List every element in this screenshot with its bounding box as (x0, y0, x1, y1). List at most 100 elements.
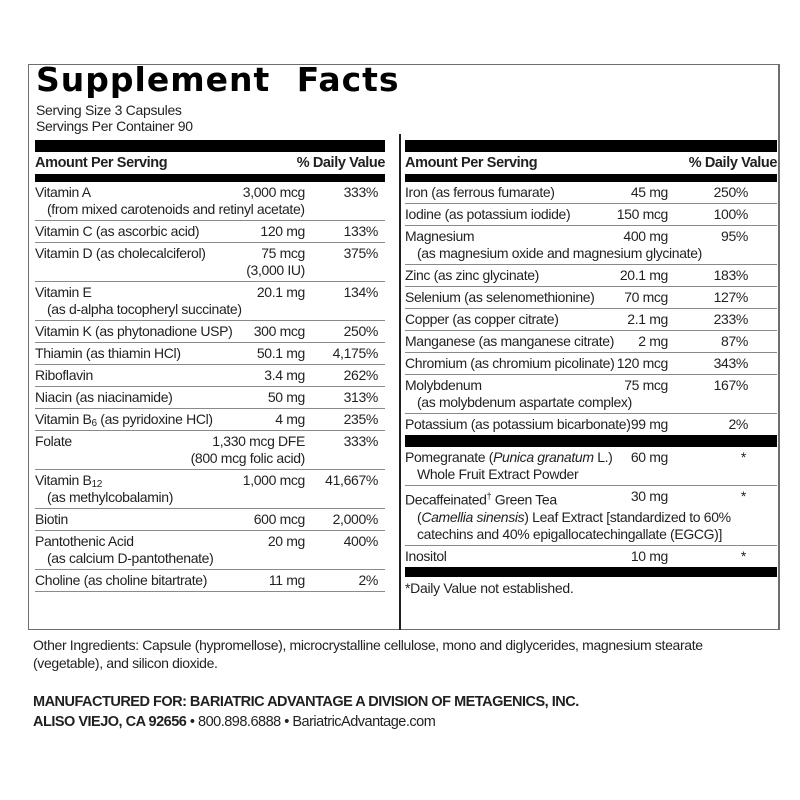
nutrient-amount: 3.4 mg (264, 367, 305, 384)
nutrient-name: Vitamin A (35, 184, 385, 201)
nutrient-row: Manganese (as manganese citrate) 2 mg 87% (405, 331, 777, 353)
text-segment: Biotin (35, 511, 68, 527)
nutrient-name: Riboflavin (35, 367, 385, 384)
header-bar (35, 140, 385, 152)
daily-value: 100% (713, 206, 749, 222)
nutrient-row: Chromium (as chromium picolinate) 120 mcg… (405, 353, 777, 375)
text-segment: Choline (as choline bitartrate) (35, 572, 208, 588)
amount-value: 4 mg (275, 411, 305, 427)
daily-value: 250% (713, 184, 749, 200)
daily-value-label: % Daily Value (688, 155, 778, 171)
separator: • (186, 714, 199, 730)
text-segment: † (486, 491, 492, 501)
amount-value: 60 mg (630, 449, 669, 465)
nutrient-name: Decaffeinated† Green Tea (405, 488, 777, 509)
text-segment: Iron (as ferrous fumarate) (405, 184, 555, 200)
amount-value: 70 mcg (624, 289, 668, 305)
nutrient-amount: 600 mcg (253, 511, 306, 528)
text-segment: 12 (91, 479, 103, 490)
nutrient-source: (as d-alpha tocopheryl succinate) (35, 301, 385, 318)
separator: • (280, 714, 293, 730)
text-segment: Vitamin D (as cholecalciferol) (35, 245, 206, 261)
daily-value: 87% (721, 333, 748, 349)
text-segment: catechins and 40% epigallocatechingallat… (417, 525, 723, 542)
text-segment: Pantothenic Acid (35, 533, 134, 549)
daily-value: 134% (343, 284, 379, 300)
text-segment: Punica granatum (493, 449, 594, 465)
nutrient-source: (as methylcobalamin) (35, 489, 385, 506)
nutrient-name: Vitamin D (as cholecalciferol) (35, 245, 385, 262)
nutrient-source: (as calcium D-pantothenate) (35, 550, 385, 567)
nutrient-name: Choline (as choline bitartrate) (35, 572, 385, 589)
amount-value: 75 mcg (261, 245, 305, 261)
footer-bar (405, 566, 777, 577)
daily-value: 2% (358, 572, 378, 588)
amount-note: (800 mcg folic acid) (190, 450, 306, 466)
nutrient-row: Choline (as choline bitartrate) 11 mg 2% (35, 570, 385, 592)
text-segment: Vitamin A (35, 184, 91, 200)
nutrient-source: (as molybdenum aspartate complex) (405, 394, 777, 411)
text-segment: Whole Fruit Extract Powder (417, 466, 579, 482)
nutrient-row: Vitamin B12 (as methylcobalamin) 1,000 mcg… (35, 470, 385, 509)
text-segment: Iodine (as potassium iodide) (405, 206, 571, 222)
nutrient-name: Chromium (as chromium picolinate) (405, 355, 777, 372)
text-segment: Molybdenum (405, 377, 482, 393)
nutrient-row: Riboflavin 3.4 mg 262% (35, 365, 385, 387)
text-segment: (as magnesium oxide and magnesium glycin… (417, 245, 702, 261)
column-header: Amount Per Serving % Daily Value (405, 152, 777, 174)
nutrient-amount: 99 mg (630, 416, 669, 433)
daily-value-footnote: *Daily Value not established. (405, 579, 574, 596)
nutrient-amount: 20.1 mg (257, 284, 305, 301)
amount-value: 2.1 mg (627, 311, 668, 327)
nutrient-row: Niacin (as niacinamide) 50 mg 313% (35, 387, 385, 409)
amount-value: 45 mg (630, 184, 669, 200)
header-bar-thick (405, 174, 777, 182)
text-segment: L.) (593, 449, 613, 465)
daily-value: 183% (713, 267, 749, 283)
left-nutrient-column: Amount Per Serving % Daily Value Vitamin… (35, 140, 385, 592)
nutrient-source: (Camellia sinensis) Leaf Extract [standa… (405, 509, 777, 543)
daily-value: 127% (713, 289, 749, 305)
nutrient-name: Iron (as ferrous fumarate) (405, 184, 777, 201)
amount-value: 1,330 mcg DFE (212, 433, 305, 449)
amount-value: 600 mcg (253, 511, 306, 527)
left-nutrient-rows: Vitamin A (from mixed carotenoids and ret… (35, 182, 385, 592)
text-segment: Magnesium (405, 228, 475, 244)
nutrient-row: Decaffeinated† Green Tea (Camellia sinens… (405, 486, 777, 546)
amount-value: 150 mcg (616, 206, 669, 222)
amount-value: 300 mcg (253, 323, 306, 339)
right-nutrient-rows: Iron (as ferrous fumarate) 45 mg 250% Iodin… (405, 182, 777, 435)
text-segment: Pomegranate ( (405, 449, 494, 465)
text-segment: Thiamin (as thiamin HCl) (35, 345, 181, 361)
nutrient-name: Pantothenic Acid (35, 533, 385, 550)
text-segment: ( (417, 508, 422, 525)
phone-number: 800.898.6888 (198, 714, 281, 730)
nutrient-row: Selenium (as selenomethionine) 70 mcg 127% (405, 287, 777, 309)
nutrient-name: Vitamin C (as ascorbic acid) (35, 223, 385, 240)
text-segment: ) Leaf Extract [standardized to 60% (524, 508, 731, 525)
nutrient-name: Folate (35, 433, 385, 450)
nutrient-name: Molybdenum (405, 377, 777, 394)
nutrient-row: Vitamin D (as cholecalciferol) 75 mcg (3,0… (35, 243, 385, 282)
panel-title: Supplement Facts (36, 60, 400, 99)
daily-value: 313% (343, 389, 379, 405)
servings-per-container: Servings Per Container 90 (36, 118, 193, 134)
nutrient-amount: 70 mcg (624, 289, 668, 306)
amount-value: 99 mg (630, 416, 669, 432)
nutrient-name: Selenium (as selenomethionine) (405, 289, 777, 306)
daily-value: 233% (713, 311, 749, 327)
manufacturer-info: MANUFACTURED FOR: BARIATRIC ADVANTAGE A … (33, 692, 579, 732)
text-segment: Vitamin C (as ascorbic acid) (35, 223, 200, 239)
nutrient-row: Molybdenum (as molybdenum aspartate compl… (405, 375, 777, 414)
nutrient-amount: 2.1 mg (627, 311, 668, 328)
nutrient-amount: 4 mg (275, 411, 305, 428)
other-ingredients: Other Ingredients: Capsule (hypromellose… (33, 637, 703, 671)
amount-value: 20 mg (267, 533, 306, 549)
daily-value: 343% (713, 355, 749, 371)
nutrient-amount: 300 mcg (253, 323, 306, 340)
text-segment: Manganese (as manganese citrate) (405, 333, 615, 349)
amount-value: 3.4 mg (264, 367, 305, 383)
text-segment: Camellia sinensis (421, 508, 525, 525)
nutrient-amount: 150 mcg (616, 206, 669, 223)
daily-value: 333% (343, 433, 379, 449)
